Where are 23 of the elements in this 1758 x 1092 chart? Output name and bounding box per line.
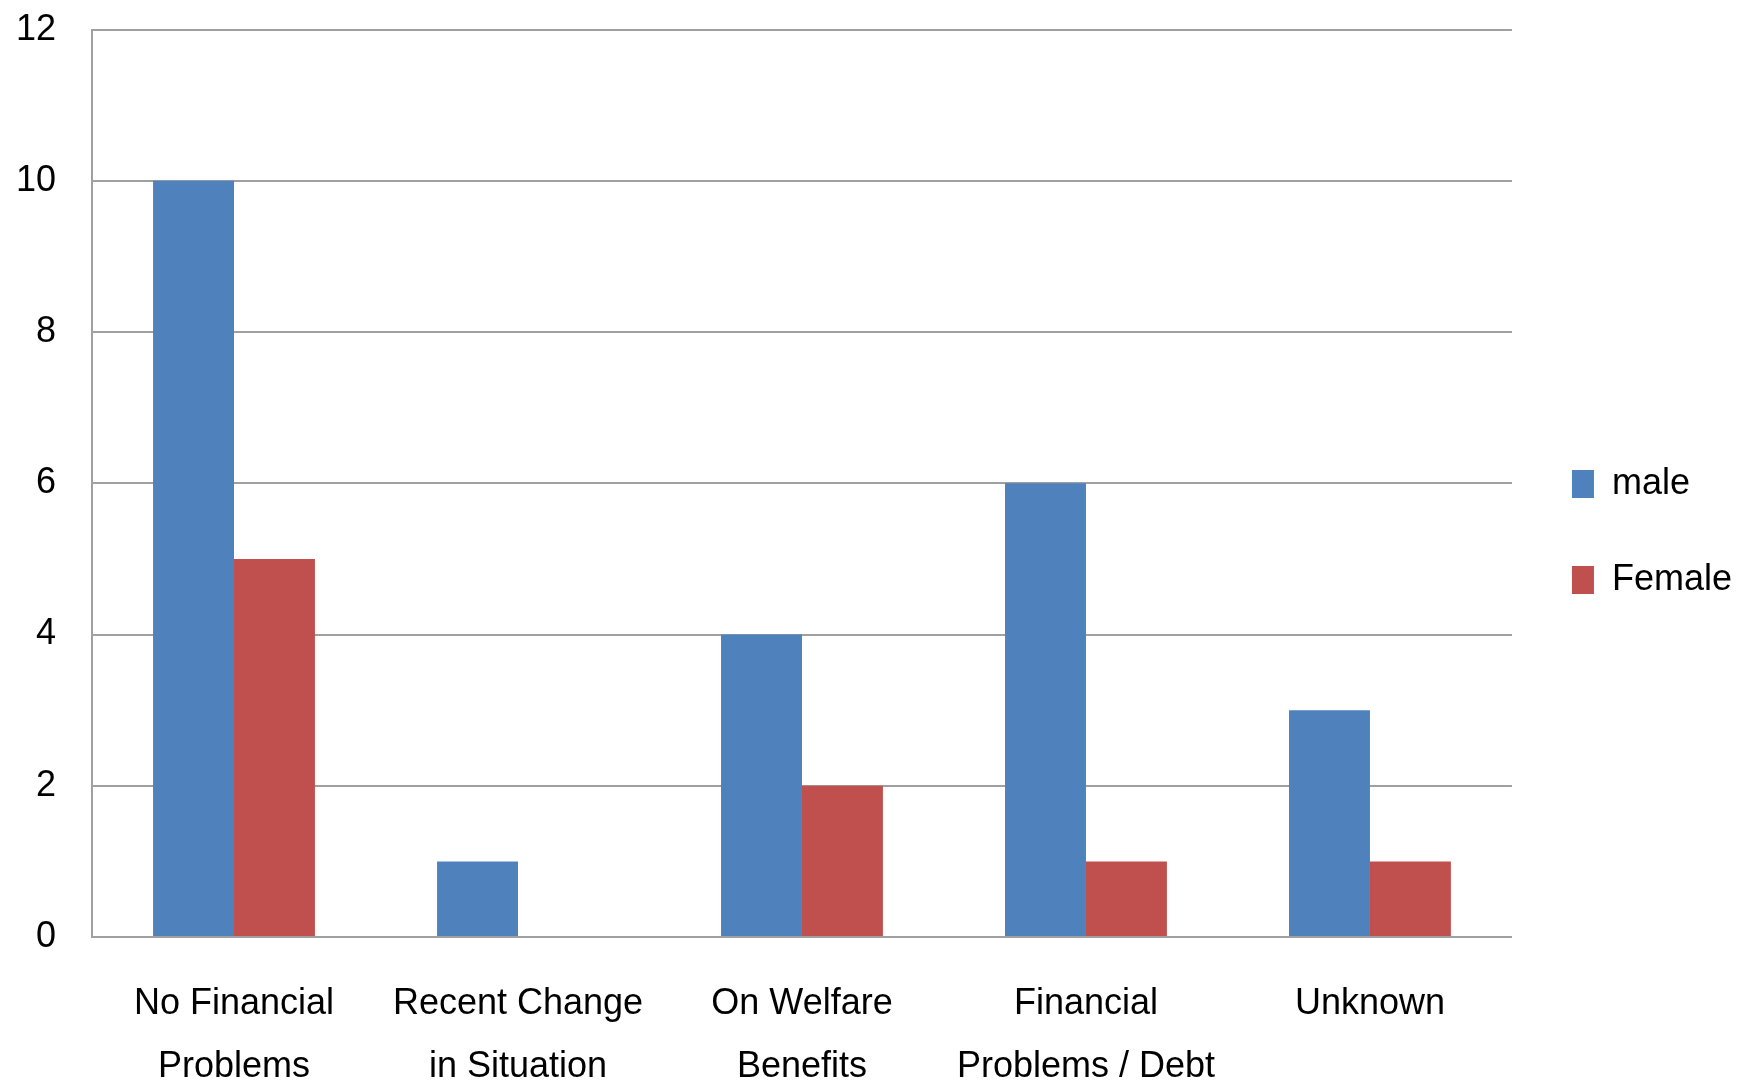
x-tick-label: No Financial Problems [133,981,335,1086]
legend-label: male [1611,460,1690,502]
y-tick-label: 0 [35,913,56,955]
y-tick-label: 6 [35,460,56,502]
bar [437,861,518,936]
x-tick-label: Unknown [1294,981,1446,1023]
x-tick-label: Financial Problems / Debt [956,981,1216,1086]
bar [721,634,802,936]
bar [1085,861,1167,936]
bar [1289,710,1370,936]
bar [234,558,315,936]
bar [153,180,234,936]
bar [1005,483,1086,936]
legend-label: Female [1611,556,1733,598]
bar [1369,861,1451,936]
y-tick-label: 2 [35,762,56,804]
x-tick-label: Recent Change in Situation [392,981,644,1086]
y-tick-label: 10 [15,157,56,199]
x-tick-label: On Welfare Benefits [711,981,893,1086]
y-tick-label: 12 [15,6,56,48]
y-tick-label: 8 [35,308,56,350]
y-tick-label: 4 [35,611,56,653]
bar [801,785,883,936]
